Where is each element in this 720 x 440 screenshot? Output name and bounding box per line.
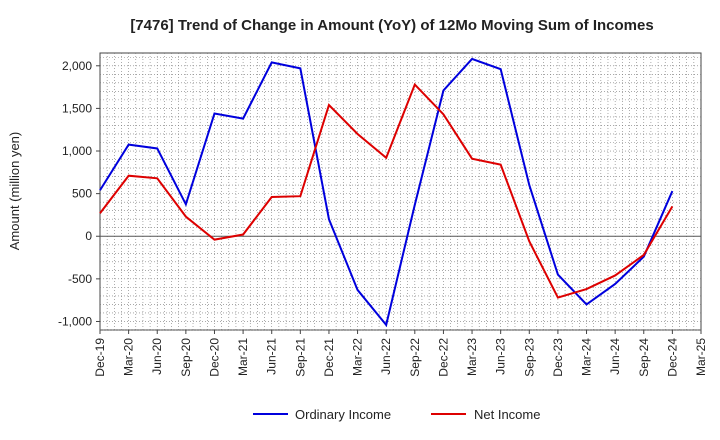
x-axis-tick-labels: Dec-19 Mar-20 Jun-20 Sep-20 Dec-20 Mar-21 Jun-… <box>93 330 708 377</box>
x-tick-label: Jun-23 <box>494 338 508 375</box>
x-tick-label: Dec-19 <box>93 338 107 377</box>
x-tick-label: Sep-21 <box>293 338 307 377</box>
chart-title: [7476] Trend of Change in Amount (YoY) o… <box>130 17 653 34</box>
y-axis-tick-labels: -1,000 -500 0 500 1,000 1,500 2,000 <box>58 59 100 328</box>
y-tick-label: 1,000 <box>62 144 92 158</box>
y-tick-label: 2,000 <box>62 59 92 73</box>
x-tick-label: Jun-22 <box>379 338 393 375</box>
x-tick-label: Sep-24 <box>637 338 651 377</box>
x-tick-label: Jun-20 <box>150 338 164 375</box>
x-tick-label: Mar-22 <box>351 338 365 376</box>
x-tick-label: Mar-25 <box>694 338 708 376</box>
series-lines <box>99 57 674 328</box>
horizontal-gridlines <box>100 56 701 331</box>
x-tick-label: Mar-20 <box>122 338 136 376</box>
x-tick-label: Sep-23 <box>522 338 536 377</box>
legend-label-ordinary-income: Ordinary Income <box>295 407 391 422</box>
legend: Ordinary Income Net Income <box>253 407 540 422</box>
x-tick-label: Sep-22 <box>408 338 422 377</box>
x-tick-label: Mar-21 <box>236 338 250 376</box>
x-tick-label: Mar-23 <box>465 338 479 376</box>
x-tick-label: Jun-24 <box>608 338 622 375</box>
x-tick-label: Dec-22 <box>436 338 450 377</box>
y-tick-label: 1,500 <box>62 101 92 115</box>
y-tick-label: -500 <box>68 272 92 286</box>
y-tick-label: 0 <box>85 229 92 243</box>
x-tick-label: Dec-24 <box>665 338 679 377</box>
x-tick-label: Dec-20 <box>207 338 221 377</box>
x-tick-label: Dec-23 <box>551 338 565 377</box>
y-axis-title: Amount (million yen) <box>7 132 22 251</box>
plot-area <box>99 52 702 331</box>
y-tick-label: 500 <box>72 187 92 201</box>
y-tick-label: -1,000 <box>58 314 92 328</box>
x-tick-label: Dec-21 <box>322 338 336 377</box>
x-tick-label: Mar-24 <box>580 338 594 376</box>
x-tick-label: Jun-21 <box>265 338 279 375</box>
x-tick-label: Sep-20 <box>179 338 193 377</box>
legend-label-net-income: Net Income <box>474 407 540 422</box>
vertical-gridlines <box>106 53 695 330</box>
